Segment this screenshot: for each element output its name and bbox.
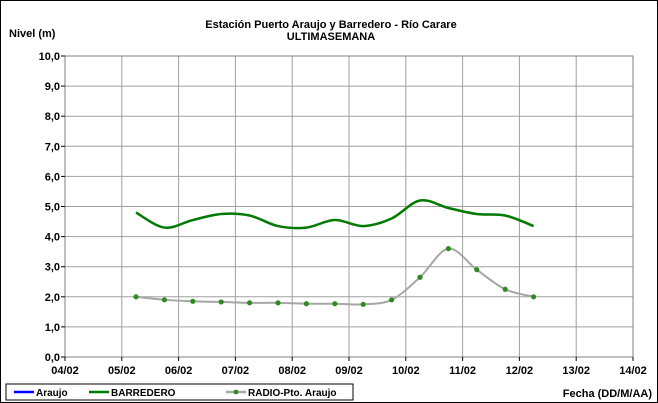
x-tick-label: 08/02 (278, 365, 306, 377)
legend: Araujo BARREDERO RADIO-Pto. Araujo (5, 383, 354, 401)
data-point (502, 286, 508, 292)
y-tick-label: 7,0 (45, 141, 60, 153)
data-point (474, 267, 480, 273)
y-axis-title: Nivel (m) (9, 28, 56, 40)
data-point (332, 301, 338, 307)
legend-marker (233, 389, 239, 395)
y-tick-label: 3,0 (45, 262, 60, 274)
chart-title: Estación Puerto Araujo y Barredero - Río… (205, 19, 456, 31)
x-tick-label: 05/02 (108, 365, 136, 377)
data-point (445, 246, 451, 252)
data-point (360, 301, 366, 307)
data-point (275, 300, 281, 306)
y-tick-label: 2,0 (45, 292, 60, 304)
data-point (133, 294, 139, 300)
legend-item-araujo: Araujo (14, 388, 68, 399)
x-tick-label: 06/02 (165, 365, 193, 377)
x-tick-label: 12/02 (506, 365, 534, 377)
y-tick-label: 5,0 (45, 202, 60, 214)
x-axis-title: Fecha (DD/M/AA) (563, 388, 653, 400)
legend-items: Araujo BARREDERO RADIO-Pto. Araujo (14, 388, 337, 399)
legend-box (5, 383, 354, 401)
data-point (417, 274, 423, 280)
data-point (247, 300, 253, 306)
data-point (190, 298, 196, 304)
gridlines (65, 56, 633, 357)
y-tick-label: 10,0 (39, 51, 60, 63)
x-tick-label: 09/02 (335, 365, 363, 377)
y-tick-label: 8,0 (45, 111, 60, 123)
series-radio-pto-araujo (133, 246, 537, 307)
y-tick-labels: 0,0 1,0 2,0 3,0 4,0 5,0 6,0 7,0 8,0 9,0 10,0 (39, 51, 65, 364)
legend-item-barredero: BARREDERO (89, 388, 176, 399)
y-tick-label: 0,0 (45, 352, 60, 364)
x-tick-label: 13/02 (562, 365, 590, 377)
x-tick-label: 14/02 (619, 365, 647, 377)
x-tick-label: 10/02 (392, 365, 420, 377)
legend-item-radio-pto-araujo: RADIO-Pto. Araujo (226, 388, 337, 399)
x-tick-label: 07/02 (222, 365, 250, 377)
y-tick-label: 4,0 (45, 232, 60, 244)
data-series (133, 198, 537, 307)
x-tick-label: 04/02 (51, 365, 79, 377)
x-tick-labels: 04/02 05/02 06/02 07/02 08/02 09/02 10/02 11/02… (51, 357, 647, 377)
data-point (389, 297, 395, 303)
x-tick-label: 11/02 (449, 365, 476, 377)
legend-label: BARREDERO (111, 388, 176, 399)
series-line-radio-pto-araujo (135, 247, 534, 306)
y-tick-label: 6,0 (45, 171, 60, 183)
chart-subtitle: ULTIMASEMANA (287, 31, 375, 43)
data-point (303, 301, 309, 307)
series-barredero (135, 198, 535, 230)
series-line-barredero (135, 198, 535, 230)
data-point (161, 297, 167, 303)
data-point (218, 299, 224, 305)
y-tick-label: 1,0 (45, 322, 60, 334)
data-point (531, 294, 537, 300)
legend-label: RADIO-Pto. Araujo (248, 388, 337, 399)
legend-label: Araujo (36, 388, 68, 399)
y-tick-label: 9,0 (45, 81, 60, 93)
